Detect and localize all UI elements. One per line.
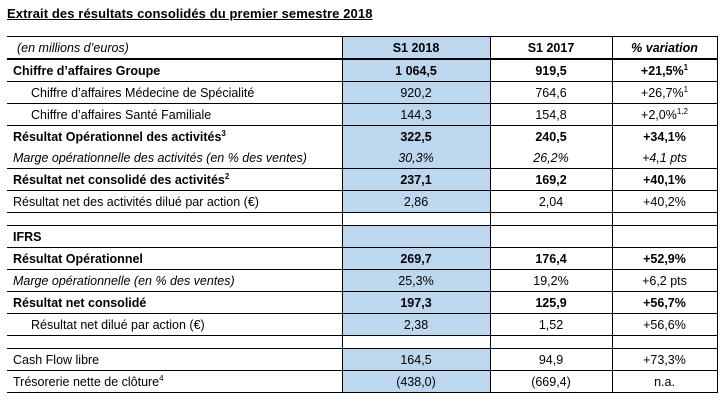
header-row: (en millions d’euros) S1 2018 S1 2017 % … bbox=[7, 36, 718, 60]
cell-variation: +40,1% bbox=[611, 168, 718, 191]
row-label: Résultat net consolidé des activités2 bbox=[7, 168, 342, 191]
cell-s1-2018: 2,86 bbox=[341, 190, 490, 213]
row-label: Résultat Opérationnel des activités3 bbox=[13, 128, 226, 144]
table-row: Cash Flow libre 164,5 94,9 +73,3% bbox=[7, 348, 718, 371]
table-row: Trésorerie nette de clôture4 (438,0) (669,… bbox=[7, 370, 718, 393]
row-label: Chiffre d’affaires Médecine de Spécialit… bbox=[7, 81, 342, 104]
cell-s1-2017 bbox=[489, 225, 612, 248]
cell-s1-2018: 322,5 bbox=[341, 125, 490, 147]
spacer-cell bbox=[489, 212, 612, 226]
cell-s1-2017: 1,52 bbox=[489, 313, 612, 336]
cell-s1-2017: 125,9 bbox=[489, 291, 612, 314]
row-label: Résultat net des activités dilué par act… bbox=[7, 190, 342, 213]
cell-variation: +52,9% bbox=[611, 247, 718, 270]
spacer-cell bbox=[611, 212, 718, 226]
column-header-s1-2017: S1 2017 bbox=[489, 36, 612, 60]
table-row: IFRS bbox=[7, 225, 718, 248]
row-label: Trésorerie nette de clôture4 bbox=[7, 370, 342, 393]
table-row: Résultat net consolidé des activités2 237… bbox=[7, 168, 718, 191]
row-label: Résultat net dilué par action (€) bbox=[7, 313, 342, 336]
cell-s1-2017: 154,8 bbox=[489, 103, 612, 126]
cell-s1-2018: 30,3% bbox=[341, 147, 490, 169]
cell-s1-2017: 19,2% bbox=[489, 269, 612, 292]
table-row: Résultat net consolidé 197,3 125,9 +56,7% bbox=[7, 291, 718, 314]
cell-s1-2017: 176,4 bbox=[489, 247, 612, 270]
cell-variation: +26,7%1 bbox=[611, 81, 718, 104]
cell-s1-2017: 764,6 bbox=[489, 81, 612, 104]
row-label: Résultat net consolidé bbox=[7, 291, 342, 314]
cell-s1-2017: 919,5 bbox=[489, 59, 612, 82]
cell-variation: +2,0%1,2 bbox=[611, 103, 718, 126]
cell-s1-2017: 2,04 bbox=[489, 190, 612, 213]
cell-s1-2017: 240,5 bbox=[489, 125, 612, 147]
column-header-unit: (en millions d’euros) bbox=[7, 36, 342, 60]
table-row: Résultat Opérationnel des activités3 322,… bbox=[7, 125, 718, 147]
cell-s1-2018 bbox=[341, 225, 490, 248]
table-body: Chiffre d’affaires Groupe 1 064,5 919,5 +21… bbox=[7, 59, 718, 393]
row-label: Chiffre d’affaires Santé Familiale bbox=[7, 103, 342, 126]
spacer-row bbox=[7, 212, 718, 226]
row-label: Résultat Opérationnel bbox=[7, 247, 342, 270]
table-row: Résultat Opérationnel 269,7 176,4 +52,9% bbox=[7, 247, 718, 270]
spacer-cell bbox=[7, 335, 342, 349]
results-table: (en millions d’euros) S1 2018 S1 2017 % … bbox=[7, 36, 718, 393]
row-label: IFRS bbox=[7, 225, 342, 248]
cell-s1-2018: 25,3% bbox=[341, 269, 490, 292]
spacer-cell bbox=[341, 212, 490, 226]
cell-variation: +4,1 pts bbox=[611, 147, 718, 169]
table-row: Marge opérationnelle (en % des ventes) 25… bbox=[7, 269, 718, 292]
cell-s1-2018: 237,1 bbox=[341, 168, 490, 191]
cell-variation: +73,3% bbox=[611, 348, 718, 371]
row-label: Marge opérationnelle (en % des ventes) bbox=[7, 269, 342, 292]
column-header-variation: % variation bbox=[611, 36, 718, 60]
table-row: Résultat net dilué par action (€) 2,38 1,5… bbox=[7, 313, 718, 336]
cell-s1-2017: 169,2 bbox=[489, 168, 612, 191]
cell-variation: +56,7% bbox=[611, 291, 718, 314]
cell-s1-2018: (438,0) bbox=[341, 370, 490, 393]
spacer-cell bbox=[489, 335, 612, 349]
spacer-row bbox=[7, 335, 718, 349]
cell-variation: n.a. bbox=[611, 370, 718, 393]
cell-variation: +34,1% bbox=[611, 125, 718, 147]
cell-s1-2018: 144,3 bbox=[341, 103, 490, 126]
table-row: Marge opérationnelle des activités (en %… bbox=[7, 147, 718, 169]
row-label: Cash Flow libre bbox=[7, 348, 342, 371]
table-row: Résultat net des activités dilué par act… bbox=[7, 190, 718, 213]
column-header-s1-2018: S1 2018 bbox=[341, 36, 490, 60]
table-row: Chiffre d’affaires Médecine de Spécialit… bbox=[7, 81, 718, 104]
spacer-cell bbox=[611, 335, 718, 349]
table-row: Chiffre d’affaires Santé Familiale 144,3 1… bbox=[7, 103, 718, 126]
cell-s1-2018: 164,5 bbox=[341, 348, 490, 371]
cell-s1-2018: 1 064,5 bbox=[341, 59, 490, 82]
cell-s1-2018: 197,3 bbox=[341, 291, 490, 314]
page-title: Extrait des résultats consolidés du prem… bbox=[7, 6, 373, 21]
cell-variation: +56,6% bbox=[611, 313, 718, 336]
cell-s1-2017: 94,9 bbox=[489, 348, 612, 371]
cell-variation bbox=[611, 225, 718, 248]
cell-s1-2017: (669,4) bbox=[489, 370, 612, 393]
cell-s1-2018: 269,7 bbox=[341, 247, 490, 270]
cell-variation: +21,5%1 bbox=[611, 59, 718, 82]
cell-variation: +40,2% bbox=[611, 190, 718, 213]
cell-variation: +6,2 pts bbox=[611, 269, 718, 292]
cell-s1-2018: 2,38 bbox=[341, 313, 490, 336]
cell-s1-2018: 920,2 bbox=[341, 81, 490, 104]
spacer-cell bbox=[341, 335, 490, 349]
table-row: Chiffre d’affaires Groupe 1 064,5 919,5 +21… bbox=[7, 59, 718, 82]
cell-s1-2017: 26,2% bbox=[489, 147, 612, 169]
row-label: Chiffre d’affaires Groupe bbox=[7, 59, 342, 82]
spacer-cell bbox=[7, 212, 342, 226]
row-label: Marge opérationnelle des activités (en %… bbox=[7, 147, 342, 169]
